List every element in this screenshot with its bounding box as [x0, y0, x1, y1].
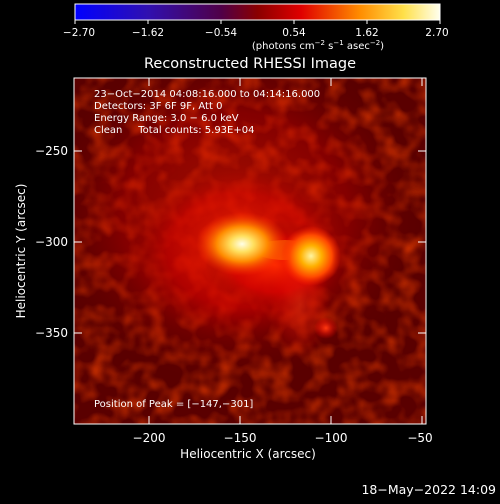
colorbar-tick-label: 1.62 [355, 27, 378, 39]
info-detectors: Detectors: 3F 6F 9F, Att 0 [94, 101, 222, 112]
y-axis-ticks [74, 150, 426, 334]
peak-position-label: Position of Peak = [−147,−301] [94, 399, 253, 410]
info-energy-range: Energy Range: 3.0 − 6.0 keV [94, 113, 239, 124]
x-tick-label: −100 [315, 431, 348, 445]
plot-frame [73, 77, 427, 425]
generation-timestamp: 18−May−2022 14:09 [361, 482, 496, 497]
colorbar-unit-label: (photons cm−2 s−1 asec−2) [252, 39, 384, 52]
colorbar-tick-label: 0.54 [282, 27, 306, 39]
colorbar [74, 3, 441, 21]
peak-source [196, 212, 288, 276]
colorbar-tick-label: −2.70 [63, 27, 95, 39]
x-tick-label: −200 [133, 431, 166, 445]
colorbar-tick-label: 2.70 [425, 27, 448, 39]
secondary-source [281, 226, 341, 286]
plot-title: Reconstructed RHESSI Image [144, 56, 356, 72]
colorbar-tick-label: −0.54 [205, 27, 237, 39]
y-tick-label: −300 [35, 235, 68, 249]
x-tick-label: −150 [224, 431, 257, 445]
x-axis-ticks [148, 78, 423, 424]
info-total-counts: Clean Total counts: 5.93E+04 [94, 125, 254, 136]
colorbar-tick-label: −1.62 [132, 27, 164, 39]
y-axis-label: Heliocentric Y (arcsec) [14, 184, 28, 319]
rhessi-image [74, 78, 426, 424]
colorbar-ticks [74, 20, 441, 24]
x-axis-label: Heliocentric X (arcsec) [180, 447, 316, 461]
y-tick-label: −350 [35, 326, 68, 340]
y-tick-label: −250 [35, 144, 68, 158]
info-time-range: 23−Oct−2014 04:08:16.000 to 04:14:16.000 [94, 89, 320, 100]
x-tick-label: −50 [407, 431, 432, 445]
